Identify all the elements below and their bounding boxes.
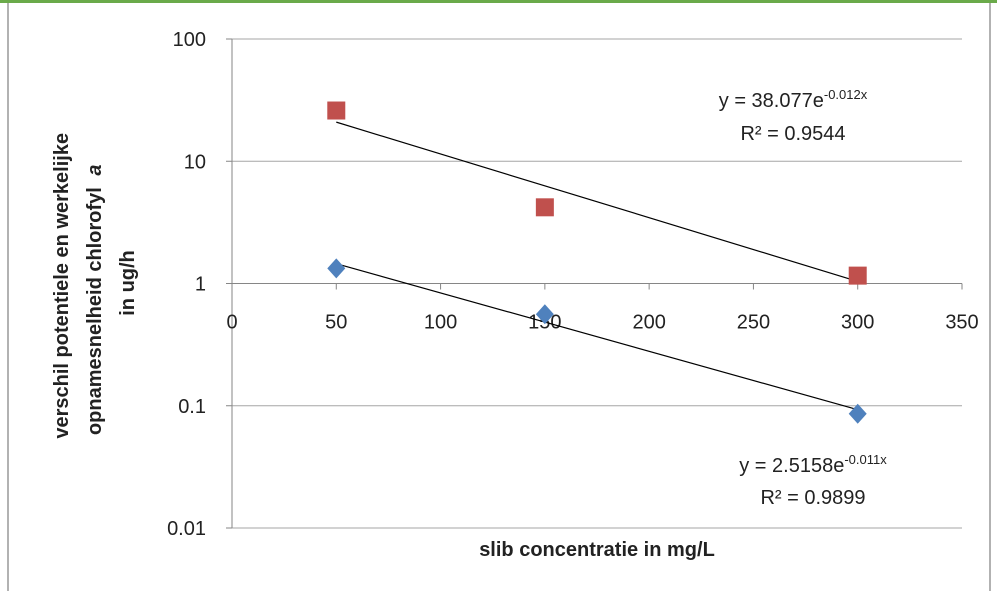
- trendline-equation-base: y = 2.5158e: [739, 455, 844, 477]
- y-tick-label: 1: [195, 274, 206, 296]
- data-point: [535, 304, 554, 325]
- trendline-equation-exponent: -0.012x: [824, 87, 868, 102]
- trendline-r-squared: R² = 0.9544: [740, 123, 845, 145]
- trendline: [336, 121, 858, 282]
- data-point: [327, 101, 346, 120]
- trendline-equation: y = 38.077e-0.012x: [719, 87, 868, 112]
- y-tick-label: 10: [184, 151, 206, 173]
- trendline-equation-base: y = 38.077e: [719, 90, 824, 112]
- y-axis-title-line: opnamesnelheid chlorofyl: [84, 187, 106, 435]
- trendline-r-squared: R² = 0.9899: [760, 487, 865, 509]
- trendline: [336, 263, 858, 411]
- x-tick-label: 350: [945, 312, 978, 334]
- data-point: [535, 198, 554, 217]
- x-tick-label: 200: [632, 312, 665, 334]
- data-point: [848, 266, 867, 285]
- x-tick-label: 250: [737, 312, 770, 334]
- x-axis-title: slib concentratie in mg/L: [479, 539, 715, 561]
- x-tick-label: 100: [424, 312, 457, 334]
- y-tick-label: 0.01: [167, 518, 206, 540]
- y-tick-label: 0.1: [178, 396, 206, 418]
- trendline-equation-exponent: -0.011x: [844, 452, 887, 467]
- y-axis-title: verschil potentiele en werkelijke opname…: [51, 127, 139, 438]
- trendline-equation: y = 2.5158e-0.011x: [739, 452, 887, 477]
- data-point: [848, 403, 867, 424]
- data-point: [327, 258, 346, 279]
- x-tick-label: 50: [325, 312, 347, 334]
- y-axis-title-line: verschil potentiele en werkelijke: [51, 133, 73, 439]
- y-axis-title-line: in ug/h: [117, 250, 139, 316]
- x-tick-label: 0: [226, 312, 237, 334]
- x-tick-label: 300: [841, 312, 874, 334]
- y-axis-title-italic: a: [84, 165, 106, 176]
- y-tick-label: 100: [173, 29, 206, 51]
- plot-area: 0.010.1110100050100150200250300350y = 38…: [167, 29, 979, 540]
